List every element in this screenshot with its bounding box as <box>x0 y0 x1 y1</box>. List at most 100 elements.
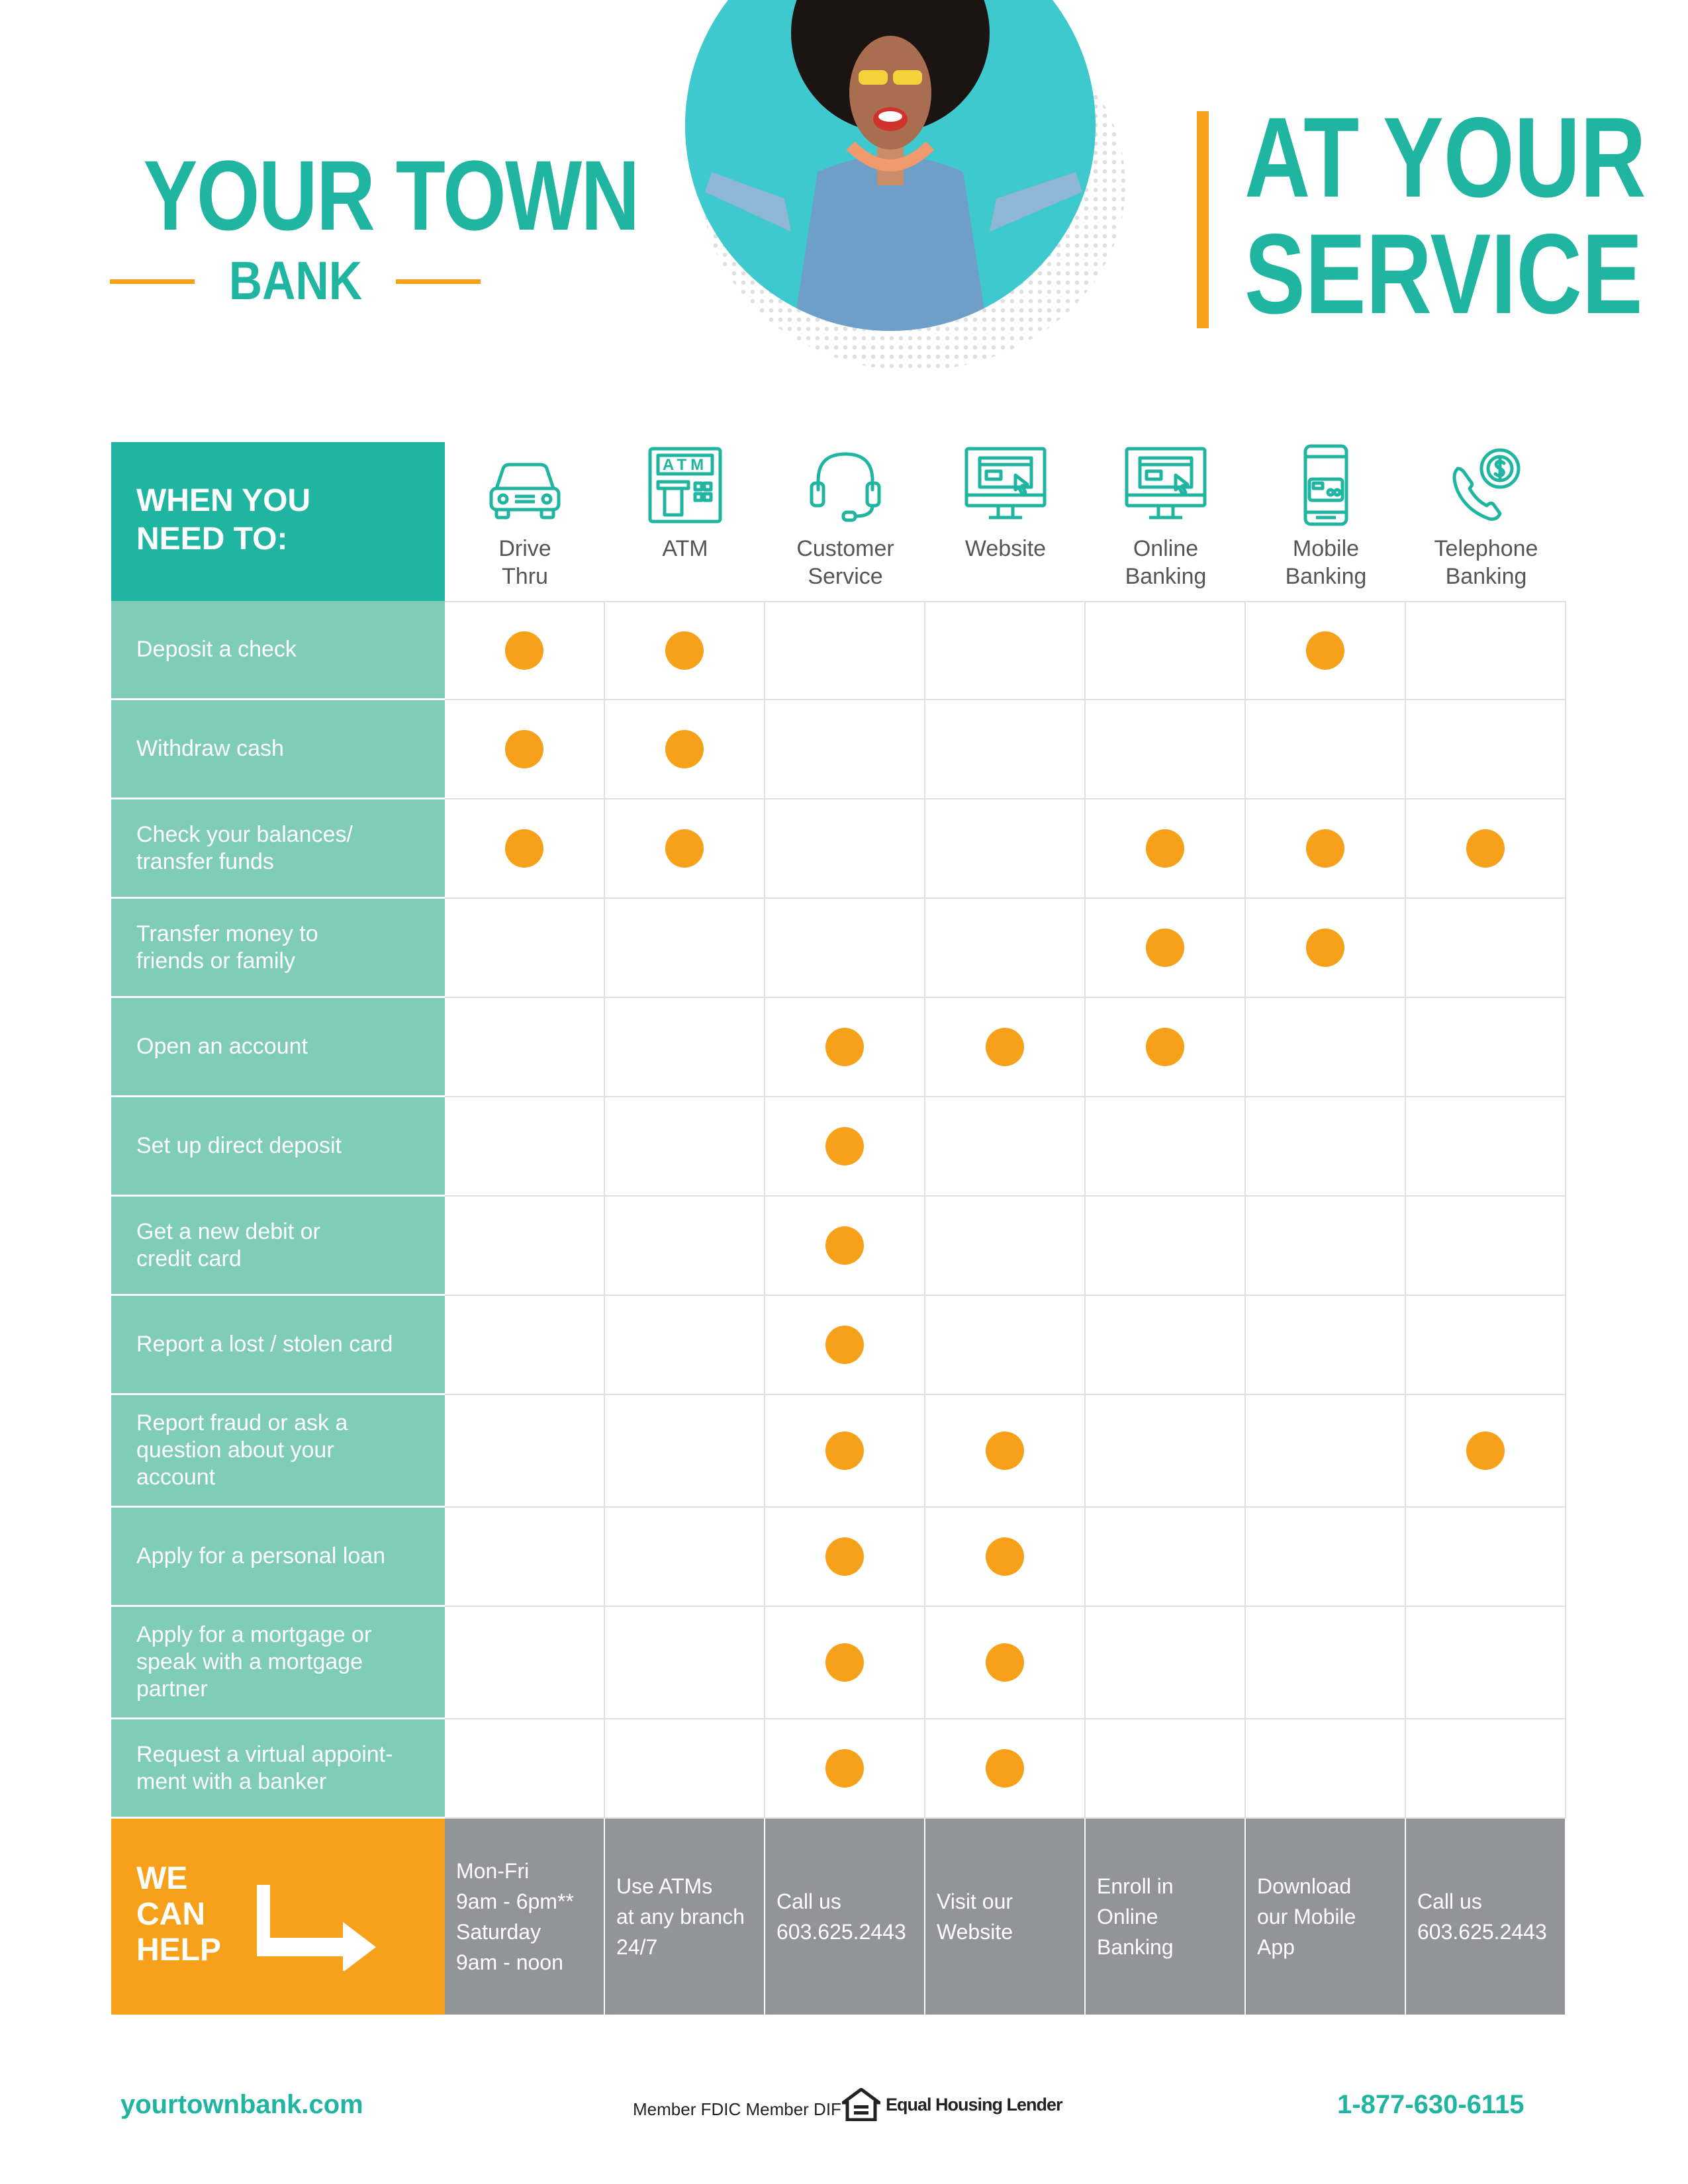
availability-dot <box>986 1432 1024 1470</box>
table-cell <box>1246 601 1406 700</box>
table-cell <box>1086 1719 1246 1819</box>
table-row: Apply for a mortgage or speak with a mor… <box>111 1607 1569 1719</box>
availability-dot <box>505 730 543 768</box>
row-label: Get a new debit or credit card <box>111 1197 445 1296</box>
table-cell <box>1246 899 1406 998</box>
table-cell <box>1086 1097 1246 1197</box>
row-label: Withdraw cash <box>111 700 445 799</box>
table-row: Transfer money to friends or family <box>111 899 1569 998</box>
row-label-text: Apply for a personal loan <box>136 1543 386 1569</box>
table-cell <box>605 1395 765 1508</box>
availability-dot <box>986 1028 1024 1066</box>
footer-phone-number[interactable]: 1-877-630-6115 <box>1337 2090 1524 2119</box>
footer-website-link[interactable]: yourtownbank.com <box>120 2090 363 2119</box>
table-cell <box>765 601 925 700</box>
table-cell <box>1246 1097 1406 1197</box>
svg-text:ATM: ATM <box>663 456 708 474</box>
table-cell <box>1086 799 1246 899</box>
table-cell <box>605 601 765 700</box>
table-cell <box>445 1508 605 1607</box>
we-can-help-text: WE CAN HELP <box>136 1861 222 1968</box>
table-cell <box>1086 700 1246 799</box>
availability-dot <box>665 829 704 868</box>
table-cell <box>1406 1395 1566 1508</box>
tagline-accent-bar <box>1197 111 1209 328</box>
column-header: Customer Service <box>765 442 925 601</box>
column-header: ATM ATM <box>605 442 765 601</box>
table-cell <box>1086 1508 1246 1607</box>
row-label-text: Report fraud or ask a question about you… <box>136 1410 348 1490</box>
row-label: Open an account <box>111 998 445 1097</box>
help-cell: Call us 603.625.2443 <box>765 1819 925 2015</box>
house-icon <box>842 2088 880 2121</box>
table-cell <box>925 998 1086 1097</box>
table-row: Withdraw cash <box>111 700 1569 799</box>
column-label: Website <box>964 536 1047 561</box>
row-label-text: Request a virtual appoint- ment with a b… <box>136 1741 393 1794</box>
table-cell <box>1246 1607 1406 1719</box>
table-cell <box>1086 1197 1246 1296</box>
column-label: Drive Thru <box>498 536 551 589</box>
help-cell: Mon-Fri 9am - 6pm** Saturday 9am - noon <box>445 1819 605 2015</box>
help-cell-text: Enroll in Online Banking <box>1097 1874 1174 1959</box>
logo-sub-text: BANK <box>228 251 362 311</box>
availability-dot <box>665 631 704 670</box>
table-cell <box>445 601 605 700</box>
row-label: Set up direct deposit <box>111 1097 445 1197</box>
table-header: WHEN YOU NEED TO: <box>111 442 445 601</box>
availability-dot <box>1466 829 1505 868</box>
column-label: Telephone Banking <box>1434 536 1538 589</box>
row-label: Apply for a personal loan <box>111 1508 445 1607</box>
table-cell <box>1406 1719 1566 1819</box>
help-cell: Call us 603.625.2443 <box>1406 1819 1566 2015</box>
logo-rule-left <box>110 279 195 284</box>
headset-icon <box>802 442 888 528</box>
table-row: Check your balances/ transfer funds <box>111 799 1569 899</box>
availability-dot <box>1306 829 1344 868</box>
table-cell <box>925 1395 1086 1508</box>
row-label: Report a lost / stolen card <box>111 1296 445 1395</box>
availability-dot <box>986 1749 1024 1788</box>
table-cell <box>765 799 925 899</box>
table-cell <box>1086 1296 1246 1395</box>
we-can-help-header: WE CAN HELP <box>111 1819 445 2015</box>
availability-dot <box>825 1326 864 1364</box>
table-cell <box>1086 601 1246 700</box>
table-cell <box>1406 601 1566 700</box>
table-cell <box>1406 1607 1566 1719</box>
table-cell <box>765 899 925 998</box>
car-icon <box>482 442 568 528</box>
tagline-line-1: AT YOUR <box>1244 94 1646 221</box>
availability-dot <box>825 1432 864 1470</box>
we-can-help-row: WE CAN HELP Mon-Fri 9am - 6pm** Saturday … <box>111 1819 1569 2015</box>
column-header: Mobile Banking <box>1246 442 1406 601</box>
help-cell-text: Use ATMs at any branch 24/7 <box>616 1874 745 1959</box>
table-cell <box>1406 799 1566 899</box>
table-cell <box>605 1296 765 1395</box>
availability-dot <box>825 1537 864 1576</box>
table-cell <box>765 998 925 1097</box>
table-cell <box>605 700 765 799</box>
availability-dot <box>986 1643 1024 1682</box>
table-cell <box>765 700 925 799</box>
row-label-text: Get a new debit or credit card <box>136 1218 320 1271</box>
help-cell-text: Download our Mobile App <box>1257 1874 1356 1959</box>
row-label-text: Apply for a mortgage or speak with a mor… <box>136 1622 372 1702</box>
table-cell <box>1246 1197 1406 1296</box>
table-cell <box>1406 1197 1566 1296</box>
table-cell <box>445 1395 605 1508</box>
row-label-text: Open an account <box>136 1034 308 1059</box>
table-cell <box>445 1607 605 1719</box>
table-cell <box>1406 700 1566 799</box>
equal-housing-lender-text: Equal Housing Lender <box>886 2094 1063 2115</box>
table-cell <box>445 1097 605 1197</box>
table-row: Set up direct deposit <box>111 1097 1569 1197</box>
table-cell <box>605 1508 765 1607</box>
column-label: ATM <box>662 536 708 561</box>
table-cell <box>925 1097 1086 1197</box>
monitor-icon <box>962 442 1049 528</box>
table-cell <box>1246 1719 1406 1819</box>
table-cell <box>605 1607 765 1719</box>
table-cell <box>445 700 605 799</box>
table-cell <box>445 998 605 1097</box>
